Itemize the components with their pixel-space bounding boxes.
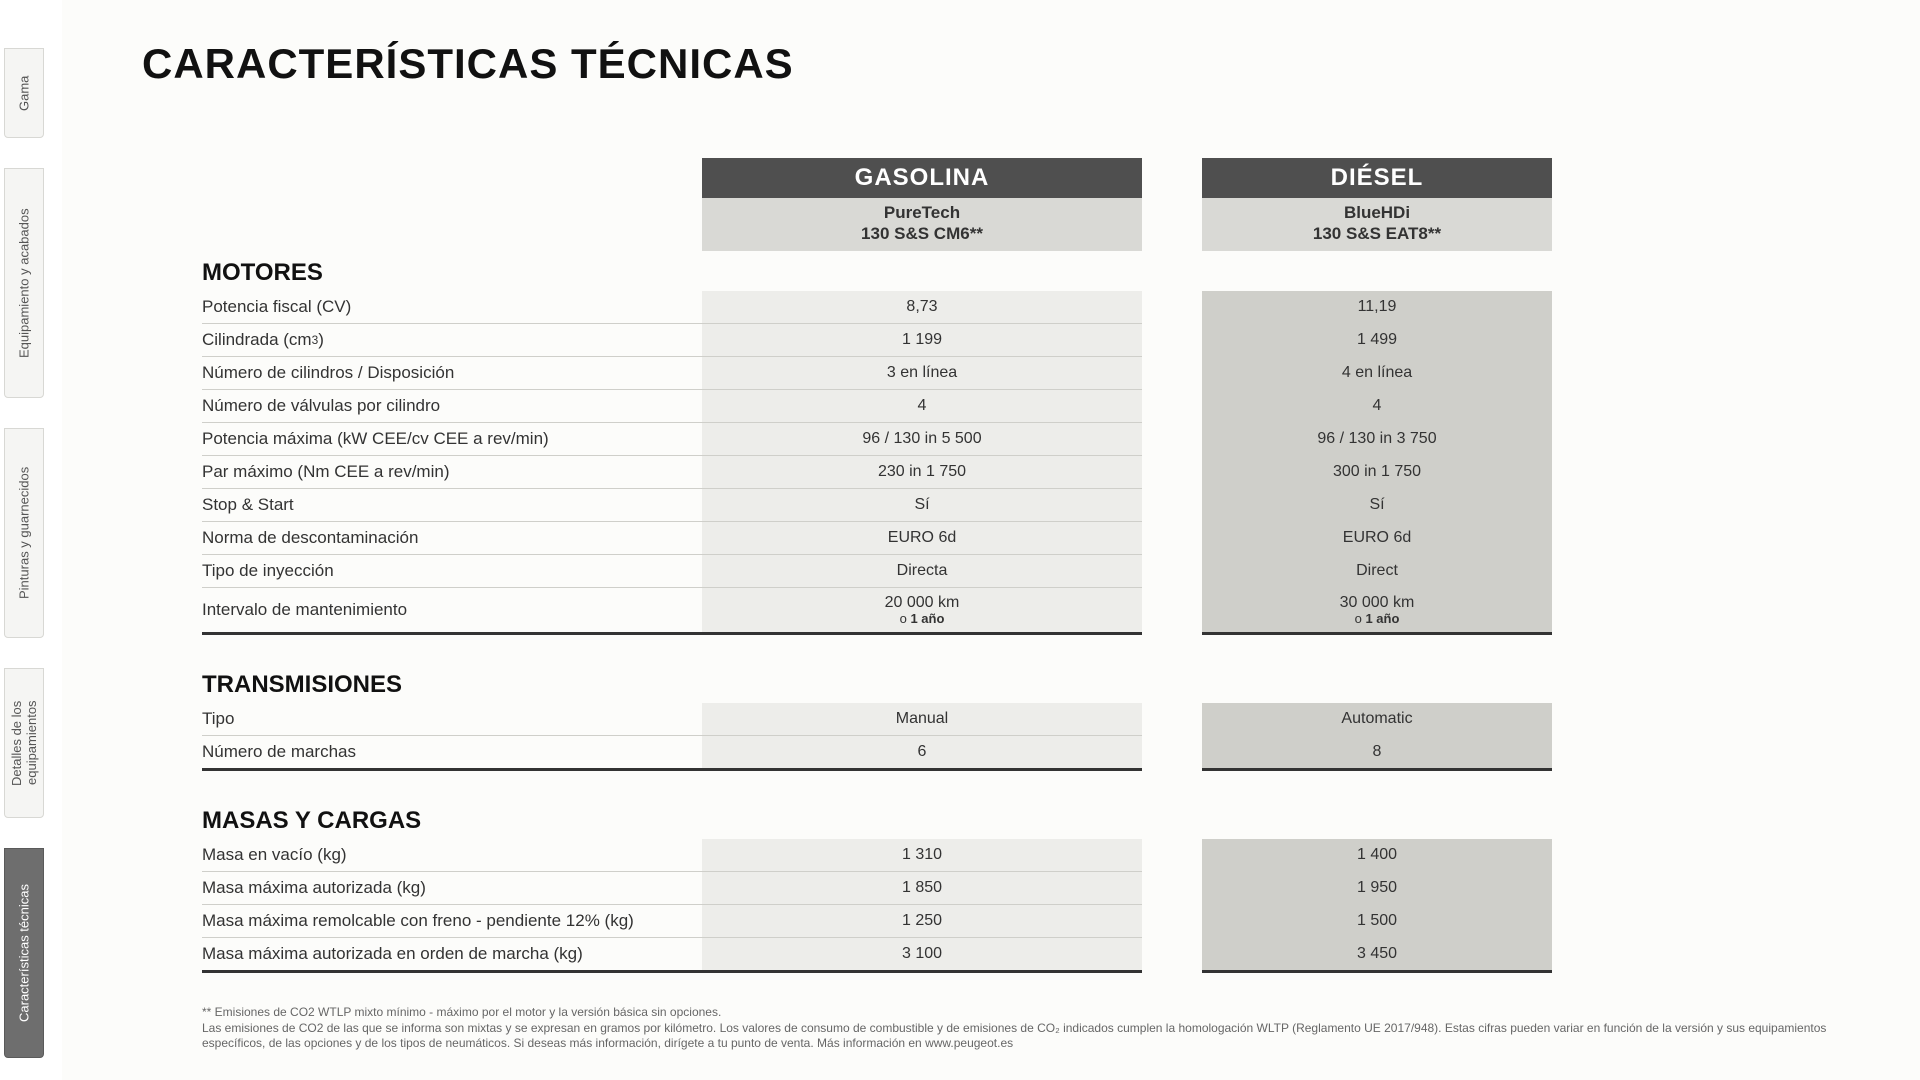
column-gap (1142, 736, 1202, 771)
cell-gasolina: 230 in 1 750 (702, 456, 1142, 489)
row-label: Stop & Start (202, 489, 702, 522)
page: CARACTERÍSTICAS TÉCNICAS GASOLINA DIÉSEL… (62, 0, 1920, 1080)
engine-line2: 130 S&S EAT8** (1202, 223, 1552, 244)
page-title: CARACTERÍSTICAS TÉCNICAS (142, 40, 1880, 88)
section-title: MOTORES (202, 251, 702, 291)
row-label: Tipo (202, 703, 702, 736)
cell-gasolina: 1 250 (702, 905, 1142, 938)
sidebar-tab-caracteristicas[interactable]: Características técnicas (4, 848, 44, 1058)
cell-gasolina: 1 310 (702, 839, 1142, 872)
column-gap (1142, 522, 1202, 555)
column-gap (1142, 198, 1202, 251)
cell-gasolina: 1 199 (702, 324, 1142, 357)
column-gap (1142, 555, 1202, 588)
cell-gasolina: 6 (702, 736, 1142, 771)
cell-gasolina: 8,73 (702, 291, 1142, 324)
column-gap (1142, 905, 1202, 938)
column-gap (1142, 938, 1202, 973)
fuel-header-diesel: DIÉSEL (1202, 158, 1552, 198)
cell-diesel: 30 000 kmo 1 año (1202, 588, 1552, 636)
cell-gasolina: EURO 6d (702, 522, 1142, 555)
row-label: Potencia fiscal (CV) (202, 291, 702, 324)
row-label: Tipo de inyección (202, 555, 702, 588)
engine-header-gasolina: PureTech 130 S&S CM6** (702, 198, 1142, 251)
sidebar-tab-detalles[interactable]: Detalles de los equipamientos (4, 668, 44, 818)
cell-diesel: 96 / 130 in 3 750 (1202, 423, 1552, 456)
row-label: Número de válvulas por cilindro (202, 390, 702, 423)
row-label: Número de marchas (202, 736, 702, 771)
row-label: Norma de descontaminación (202, 522, 702, 555)
row-label: Par máximo (Nm CEE a rev/min) (202, 456, 702, 489)
cell-diesel: 1 499 (1202, 324, 1552, 357)
cell-diesel: EURO 6d (1202, 522, 1552, 555)
engine-line1: BlueHDi (1344, 203, 1410, 222)
footnote: ** Emisiones de CO2 WTLP mixto mínimo - … (202, 1005, 1860, 1052)
cell-diesel: Automatic (1202, 703, 1552, 736)
row-label: Cilindrada (cm3) (202, 324, 702, 357)
row-label: Masa máxima remolcable con freno - pendi… (202, 905, 702, 938)
column-gap (1142, 588, 1202, 636)
row-label: Masa máxima autorizada en orden de march… (202, 938, 702, 973)
cell-diesel: Direct (1202, 555, 1552, 588)
header-spacer (202, 158, 702, 198)
column-gap (1142, 703, 1202, 736)
column-gap (1142, 158, 1202, 198)
section-title: MASAS Y CARGAS (202, 799, 702, 839)
section-title-spacer (702, 799, 1552, 839)
cell-gasolina: 4 (702, 390, 1142, 423)
cell-gasolina: Directa (702, 555, 1142, 588)
cell-diesel: 1 950 (1202, 872, 1552, 905)
sidebar-tab-equipamiento[interactable]: Equipamiento y acabados (4, 168, 44, 398)
column-gap (1142, 456, 1202, 489)
sidebar-tab-pinturas[interactable]: Pinturas y guarnecidos (4, 428, 44, 638)
spec-table: GASOLINA DIÉSEL PureTech 130 S&S CM6** B… (202, 158, 1780, 973)
cell-diesel: 1 500 (1202, 905, 1552, 938)
row-label: Masa máxima autorizada (kg) (202, 872, 702, 905)
cell-diesel: 4 (1202, 390, 1552, 423)
column-gap (1142, 291, 1202, 324)
cell-diesel: 3 450 (1202, 938, 1552, 973)
cell-diesel: 4 en línea (1202, 357, 1552, 390)
cell-gasolina: 3 en línea (702, 357, 1142, 390)
column-gap (1142, 390, 1202, 423)
row-label: Intervalo de mantenimiento (202, 588, 702, 636)
section-title: TRANSMISIONES (202, 663, 702, 703)
footnote-line1: ** Emisiones de CO2 WTLP mixto mínimo - … (202, 1005, 1860, 1021)
cell-gasolina: 96 / 130 in 5 500 (702, 423, 1142, 456)
cell-diesel: 300 in 1 750 (1202, 456, 1552, 489)
section-gap (202, 771, 1552, 799)
row-label: Número de cilindros / Disposición (202, 357, 702, 390)
engine-line2: 130 S&S CM6** (702, 223, 1142, 244)
row-label: Masa en vacío (kg) (202, 839, 702, 872)
column-gap (1142, 839, 1202, 872)
cell-diesel: 11,19 (1202, 291, 1552, 324)
sidebar: Gama Equipamiento y acabados Pinturas y … (0, 0, 48, 1080)
row-label: Potencia máxima (kW CEE/cv CEE a rev/min… (202, 423, 702, 456)
cell-gasolina: 3 100 (702, 938, 1142, 973)
cell-gasolina: 20 000 kmo 1 año (702, 588, 1142, 636)
engine-line1: PureTech (884, 203, 960, 222)
header-spacer (202, 198, 702, 251)
cell-gasolina: Manual (702, 703, 1142, 736)
cell-diesel: 1 400 (1202, 839, 1552, 872)
cell-gasolina: 1 850 (702, 872, 1142, 905)
engine-header-diesel: BlueHDi 130 S&S EAT8** (1202, 198, 1552, 251)
cell-diesel: Sí (1202, 489, 1552, 522)
section-title-spacer (702, 663, 1552, 703)
footnote-line2: Las emisiones de CO2 de las que se infor… (202, 1021, 1860, 1052)
sidebar-tab-gama[interactable]: Gama (4, 48, 44, 138)
cell-gasolina: Sí (702, 489, 1142, 522)
fuel-header-gasolina: GASOLINA (702, 158, 1142, 198)
section-title-spacer (702, 251, 1552, 291)
column-gap (1142, 357, 1202, 390)
cell-diesel: 8 (1202, 736, 1552, 771)
column-gap (1142, 489, 1202, 522)
column-gap (1142, 324, 1202, 357)
section-gap (202, 635, 1552, 663)
column-gap (1142, 872, 1202, 905)
column-gap (1142, 423, 1202, 456)
